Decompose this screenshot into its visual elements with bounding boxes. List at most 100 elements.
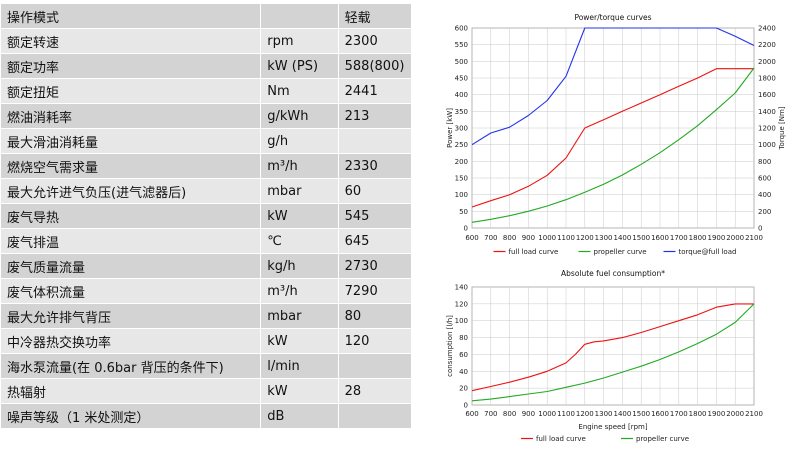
spec-name: 燃烧空气需求量 bbox=[0, 153, 262, 179]
x-tick-label: 900 bbox=[522, 410, 535, 418]
x-tick-label: 1600 bbox=[651, 410, 669, 418]
y2-tick-label: 200 bbox=[758, 208, 771, 216]
x-tick-label: 1100 bbox=[557, 410, 575, 418]
spec-name: 废气质量流量 bbox=[0, 253, 262, 279]
x-tick-label: 1400 bbox=[613, 234, 631, 242]
y-tick-label: 300 bbox=[455, 125, 468, 133]
spec-row: 燃烧空气需求量 m³/h 2330 bbox=[0, 153, 413, 179]
x-tick-label: 1300 bbox=[595, 234, 613, 242]
x-tick-label: 1400 bbox=[613, 410, 631, 418]
y-tick-label: 250 bbox=[455, 141, 468, 149]
spec-name: 废气排温 bbox=[0, 228, 262, 254]
spec-unit: g/h bbox=[260, 128, 339, 154]
spec-value: 2730 bbox=[337, 253, 413, 279]
spec-row: 噪声等级（1 米处测定） dB bbox=[0, 403, 413, 429]
y2-tick-label: 1200 bbox=[758, 125, 776, 133]
x-tick-label: 1300 bbox=[595, 410, 613, 418]
spec-value: 588(800) bbox=[337, 53, 413, 79]
y-tick-label: 150 bbox=[455, 175, 468, 183]
spec-value: 213 bbox=[337, 103, 413, 129]
chart-title: Power/torque curves bbox=[574, 13, 651, 22]
spec-name: 最大滑油消耗量 bbox=[0, 128, 262, 154]
x-tick-label: 600 bbox=[465, 410, 478, 418]
spec-value bbox=[337, 403, 413, 429]
y2-tick-label: 400 bbox=[758, 191, 771, 199]
spec-value: 60 bbox=[337, 178, 413, 204]
x-tick-label: 2000 bbox=[726, 410, 744, 418]
x-tick-label: 700 bbox=[484, 410, 497, 418]
y2-tick-label: 600 bbox=[758, 175, 771, 183]
spec-name: 热辐射 bbox=[0, 378, 262, 404]
x-tick-label: 1600 bbox=[651, 234, 669, 242]
y2-tick-label: 1800 bbox=[758, 75, 776, 83]
spec-name: 额定扭矩 bbox=[0, 78, 262, 104]
spec-name: 中冷器热交换功率 bbox=[0, 328, 262, 354]
spec-value: 120 bbox=[337, 328, 413, 354]
spec-name: 海水泵流量(在 0.6bar 背压的条件下) bbox=[0, 353, 262, 379]
spec-unit: kW bbox=[260, 328, 339, 354]
spec-row: 操作模式 轻载 bbox=[0, 3, 413, 29]
y-tick-label: 350 bbox=[455, 108, 468, 116]
spec-name: 最大允许排气背压 bbox=[0, 303, 262, 329]
spec-unit: m³/h bbox=[260, 278, 339, 304]
x-axis-label: Engine speed [rpm] bbox=[578, 423, 647, 431]
spec-unit bbox=[260, 3, 339, 29]
y2-axis-label: Torque [Nm] bbox=[778, 106, 786, 150]
spec-table-body: 操作模式 轻载 额定转速 rpm 2300 额定功率 kW (PS) 588(800) 额定扭矩… bbox=[0, 3, 413, 429]
series-line-1 bbox=[471, 67, 755, 223]
x-tick-label: 1100 bbox=[557, 234, 575, 242]
spec-unit: kg/h bbox=[260, 253, 339, 279]
y2-tick-label: 1000 bbox=[758, 141, 776, 149]
y-tick-label: 100 bbox=[455, 191, 468, 199]
spec-unit: g/kWh bbox=[260, 103, 339, 129]
spec-value: 2300 bbox=[337, 28, 413, 54]
plot-area bbox=[471, 286, 755, 406]
y-tick-label: 140 bbox=[455, 284, 468, 292]
x-tick-label: 1700 bbox=[670, 234, 688, 242]
fuel-consumption-chart: 600 700 800 900 1000 1100 1200 1300 1400 1500 1600… bbox=[446, 269, 763, 443]
y-axis-label: Power [kW] bbox=[446, 108, 454, 148]
y2-tick-label: 1600 bbox=[758, 91, 776, 99]
spec-value: 28 bbox=[337, 378, 413, 404]
series-line-0 bbox=[471, 68, 754, 208]
spec-name: 最大允许进气负压(进气滤器后) bbox=[0, 178, 262, 204]
spec-row: 废气排温 ℃ 645 bbox=[0, 228, 413, 254]
spec-name: 噪声等级（1 米处测定） bbox=[0, 403, 262, 429]
y-tick-label: 50 bbox=[459, 208, 468, 216]
y-tick-label: 500 bbox=[455, 58, 468, 66]
x-tick-label: 700 bbox=[484, 234, 497, 242]
spec-value: 80 bbox=[337, 303, 413, 329]
spec-row: 废气质量流量 kg/h 2730 bbox=[0, 253, 413, 279]
x-tick-label: 1700 bbox=[670, 410, 688, 418]
spec-value bbox=[337, 128, 413, 154]
spec-unit: kW bbox=[260, 203, 339, 229]
y-tick-label: 550 bbox=[455, 41, 468, 49]
spec-row: 最大允许排气背压 mbar 80 bbox=[0, 303, 413, 329]
y-tick-label: 450 bbox=[455, 75, 468, 83]
legend-label: full load curve bbox=[536, 435, 586, 443]
x-tick-label: 1500 bbox=[632, 410, 650, 418]
x-tick-label: 800 bbox=[503, 234, 516, 242]
spec-row: 额定转速 rpm 2300 bbox=[0, 28, 413, 54]
series-line-2 bbox=[471, 27, 755, 146]
spec-unit: rpm bbox=[260, 28, 339, 54]
x-tick-label: 900 bbox=[522, 234, 535, 242]
spec-row: 废气体积流量 m³/h 7290 bbox=[0, 278, 413, 304]
x-tick-label: 1800 bbox=[689, 234, 707, 242]
spec-name: 废气体积流量 bbox=[0, 278, 262, 304]
y-tick-label: 80 bbox=[459, 334, 468, 342]
series-line-0 bbox=[471, 303, 754, 392]
spec-unit: mbar bbox=[260, 178, 339, 204]
x-tick-label: 1200 bbox=[576, 234, 594, 242]
y-tick-label: 120 bbox=[455, 300, 468, 308]
y2-tick-label: 1400 bbox=[758, 108, 776, 116]
spec-unit: kW bbox=[260, 378, 339, 404]
spec-unit: m³/h bbox=[260, 153, 339, 179]
x-tick-label: 2100 bbox=[745, 410, 763, 418]
y2-tick-label: 800 bbox=[758, 158, 771, 166]
y2-tick-label: 2400 bbox=[758, 25, 776, 33]
spec-table: 操作模式 轻载 额定转速 rpm 2300 额定功率 kW (PS) 588(800) 额定扭矩… bbox=[0, 3, 413, 429]
spec-row: 额定扭矩 Nm 2441 bbox=[0, 78, 413, 104]
spec-name: 操作模式 bbox=[0, 3, 262, 29]
series-line-1 bbox=[471, 303, 755, 402]
